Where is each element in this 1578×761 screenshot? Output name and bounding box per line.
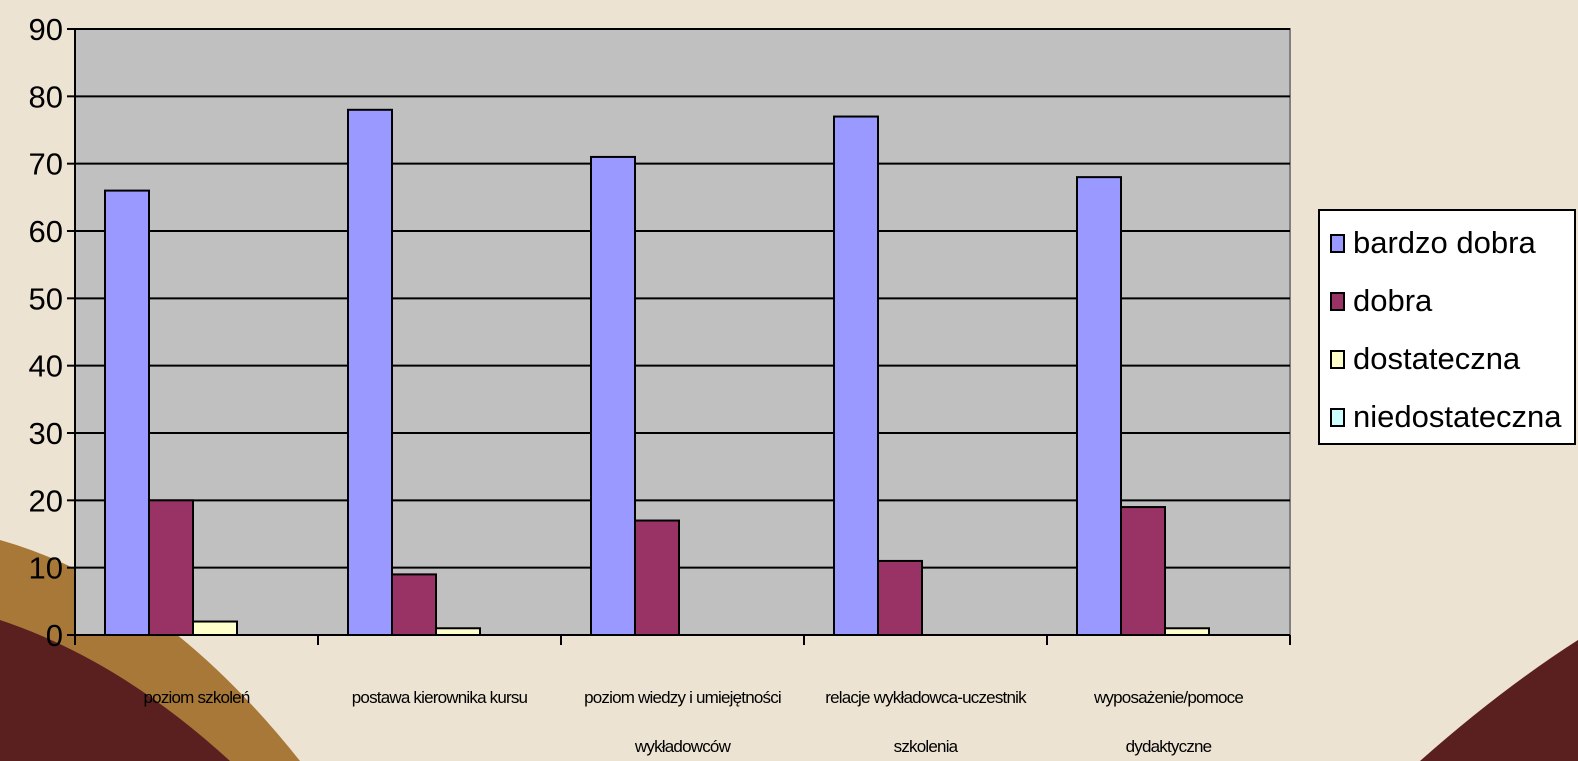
bar-bardzo-dobra-3 (590, 155, 636, 637)
legend-label: niedostateczna (1353, 399, 1562, 434)
legend: bardzo dobra dobra dostateczna niedostatecz… (1318, 209, 1576, 445)
legend-swatch (1330, 291, 1345, 311)
y-tick-label: 40 (29, 349, 63, 384)
y-tick-label: 30 (29, 416, 63, 451)
legend-item-niedostateczna: niedostateczna (1330, 397, 1562, 437)
y-tick-label: 0 (46, 618, 63, 653)
bar-bardzo-dobra-5 (1076, 176, 1122, 636)
bar-dobra-2 (391, 573, 437, 637)
bar-dobra-3 (634, 519, 680, 636)
legend-swatch (1330, 407, 1345, 427)
legend-swatch (1330, 233, 1345, 253)
x-tick-label: dydaktyczne (1126, 737, 1212, 756)
x-tick-label: relacje wykładowca-uczestnik (825, 688, 1027, 707)
bar-dobra-5 (1120, 506, 1166, 637)
y-tick-label: 70 (29, 147, 63, 182)
bar-dostateczna-1 (192, 620, 238, 636)
legend-swatch (1330, 349, 1345, 369)
y-tick-label: 80 (29, 79, 63, 114)
bar-bardzo-dobra-2 (347, 108, 393, 637)
y-tick-label: 10 (29, 551, 63, 586)
x-tick-label: szkolenia (894, 737, 959, 756)
legend-label: dobra (1353, 283, 1433, 318)
y-tick-label: 90 (29, 12, 63, 47)
bottom-left-dark-swoosh (0, 620, 230, 761)
bar-bardzo-dobra-4 (833, 115, 879, 637)
legend-label: bardzo dobra (1353, 225, 1536, 260)
x-tick-label: postawa kierownika kursu (352, 688, 528, 707)
y-tick-label: 50 (29, 281, 63, 316)
bar-bardzo-dobra-1 (104, 189, 150, 636)
legend-item-dobra: dobra (1330, 281, 1432, 321)
y-tick-label: 20 (29, 483, 63, 518)
bar-dobra-4 (877, 559, 923, 637)
bar-dostateczna-5 (1164, 627, 1210, 636)
legend-item-bardzo-dobra: bardzo dobra (1330, 223, 1536, 263)
bar-dobra-1 (148, 499, 194, 637)
x-tick-label: poziom wiedzy i umiejętności (584, 688, 781, 707)
x-tick-label: wykładowców (634, 737, 732, 756)
x-tick-label: poziom szkoleń (144, 688, 250, 707)
legend-item-dostateczna: dostateczna (1330, 339, 1520, 379)
x-tick-label: wyposażenie/pomoce (1093, 688, 1243, 707)
legend-label: dostateczna (1353, 341, 1521, 376)
y-tick-label: 60 (29, 214, 63, 249)
bottom-right-dark-swoosh (1420, 640, 1578, 761)
bar-dostateczna-2 (435, 627, 481, 636)
